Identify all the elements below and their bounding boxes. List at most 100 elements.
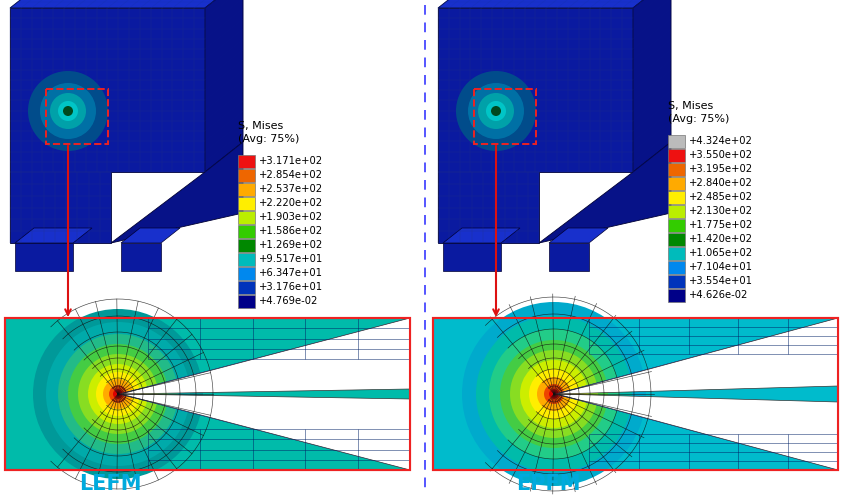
- Text: EPFM: EPFM: [516, 474, 581, 494]
- Bar: [668, 247, 685, 260]
- Circle shape: [510, 350, 598, 438]
- Text: +1.586e+02: +1.586e+02: [259, 227, 323, 237]
- Text: +2.854e+02: +2.854e+02: [259, 170, 323, 181]
- Bar: [668, 149, 685, 162]
- Text: +3.176e+01: +3.176e+01: [259, 283, 323, 293]
- Text: +3.554e+01: +3.554e+01: [689, 277, 753, 287]
- Polygon shape: [111, 142, 243, 243]
- Bar: [668, 163, 685, 176]
- Bar: [238, 225, 255, 238]
- Bar: [238, 295, 255, 308]
- Circle shape: [529, 369, 579, 419]
- Polygon shape: [10, 8, 205, 243]
- Bar: [668, 205, 685, 218]
- Bar: [433, 318, 838, 470]
- Circle shape: [46, 322, 190, 466]
- Bar: [238, 281, 255, 294]
- Polygon shape: [118, 394, 410, 470]
- Circle shape: [58, 101, 78, 121]
- Bar: [46, 89, 108, 144]
- Polygon shape: [121, 394, 410, 470]
- Bar: [238, 183, 255, 196]
- Circle shape: [478, 93, 514, 129]
- Bar: [474, 89, 536, 144]
- Bar: [238, 155, 255, 168]
- Polygon shape: [443, 228, 520, 243]
- Polygon shape: [554, 394, 838, 470]
- Circle shape: [103, 379, 133, 409]
- Circle shape: [486, 101, 506, 121]
- Polygon shape: [539, 142, 671, 243]
- Text: +4.324e+02: +4.324e+02: [689, 137, 753, 147]
- Text: +3.171e+02: +3.171e+02: [259, 156, 323, 166]
- Polygon shape: [438, 8, 633, 243]
- Circle shape: [50, 93, 86, 129]
- Text: +1.903e+02: +1.903e+02: [259, 212, 323, 222]
- Circle shape: [40, 83, 96, 139]
- Bar: [668, 177, 685, 190]
- Text: +2.537e+02: +2.537e+02: [259, 185, 323, 195]
- Bar: [668, 233, 685, 246]
- Polygon shape: [554, 318, 838, 394]
- Text: +3.195e+02: +3.195e+02: [689, 164, 753, 175]
- Polygon shape: [557, 394, 838, 470]
- Text: +4.769e-02: +4.769e-02: [259, 297, 319, 306]
- Text: +7.104e+01: +7.104e+01: [689, 262, 753, 273]
- Polygon shape: [557, 318, 838, 394]
- Bar: [668, 289, 685, 302]
- Polygon shape: [15, 243, 73, 271]
- Circle shape: [28, 71, 108, 151]
- Bar: [668, 219, 685, 232]
- Circle shape: [78, 354, 158, 434]
- Polygon shape: [10, 0, 243, 8]
- Circle shape: [456, 71, 536, 151]
- Circle shape: [63, 106, 73, 116]
- Bar: [5, 318, 410, 470]
- Polygon shape: [121, 228, 180, 243]
- Bar: [238, 253, 255, 266]
- Bar: [668, 261, 685, 274]
- Text: +1.065e+02: +1.065e+02: [689, 248, 753, 258]
- Polygon shape: [549, 228, 608, 243]
- Bar: [668, 191, 685, 204]
- Circle shape: [468, 83, 524, 139]
- Circle shape: [58, 334, 178, 454]
- Text: +1.420e+02: +1.420e+02: [689, 235, 753, 245]
- Text: (Avg: 75%): (Avg: 75%): [668, 114, 729, 124]
- Circle shape: [544, 384, 564, 404]
- Circle shape: [88, 364, 148, 424]
- Bar: [238, 197, 255, 210]
- Text: +9.517e+01: +9.517e+01: [259, 254, 323, 264]
- Text: +2.840e+02: +2.840e+02: [689, 179, 753, 189]
- Text: +4.626e-02: +4.626e-02: [689, 291, 748, 300]
- Circle shape: [96, 372, 140, 416]
- Polygon shape: [205, 0, 243, 172]
- Polygon shape: [443, 243, 501, 271]
- Text: S, Mises: S, Mises: [238, 121, 283, 131]
- Circle shape: [489, 329, 619, 459]
- Text: S, Mises: S, Mises: [668, 101, 713, 111]
- Circle shape: [109, 385, 127, 403]
- Circle shape: [500, 340, 608, 448]
- Bar: [238, 239, 255, 252]
- Text: LEFM: LEFM: [79, 474, 141, 494]
- Bar: [5, 318, 410, 470]
- Polygon shape: [118, 318, 410, 394]
- Circle shape: [520, 360, 588, 428]
- Polygon shape: [549, 243, 589, 271]
- Circle shape: [537, 377, 571, 411]
- Polygon shape: [15, 228, 92, 243]
- Circle shape: [113, 389, 123, 399]
- Circle shape: [491, 106, 501, 116]
- Bar: [668, 135, 685, 148]
- Polygon shape: [121, 318, 410, 394]
- Polygon shape: [121, 243, 161, 271]
- Text: +2.130e+02: +2.130e+02: [689, 206, 753, 216]
- Text: +1.269e+02: +1.269e+02: [259, 241, 323, 250]
- Text: +2.220e+02: +2.220e+02: [259, 198, 323, 208]
- Polygon shape: [633, 0, 671, 172]
- Polygon shape: [438, 0, 671, 8]
- Circle shape: [33, 309, 203, 479]
- Bar: [238, 267, 255, 280]
- Circle shape: [68, 344, 168, 444]
